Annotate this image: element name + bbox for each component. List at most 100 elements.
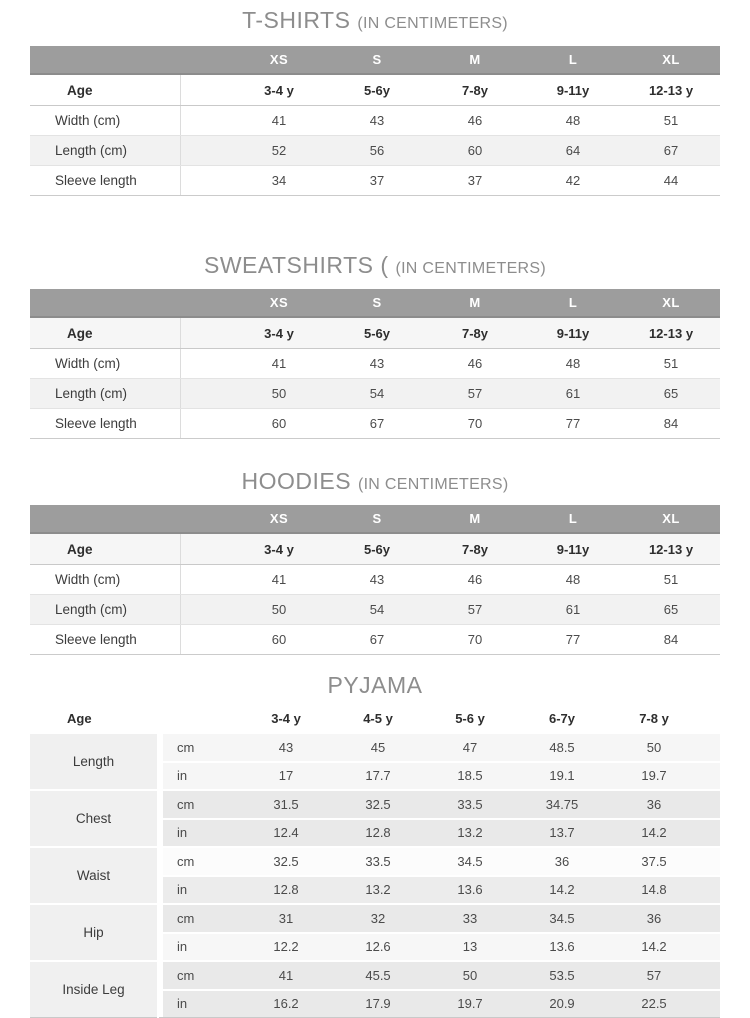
value-cell: 33 [424,903,517,933]
header-empty-cell [30,289,230,318]
pyjama-insideleg-cm-row: Inside Leg cm 41 45.5 50 53.5 57 [30,960,721,1018]
value-cell: 20.9 [516,988,609,1018]
tshirts-width-row: Width (cm) 41 43 46 48 51 [30,105,720,136]
value-cell: 51 [622,564,720,595]
age-value-cell: 12-13 y [622,533,720,565]
value-cell: 50 [608,732,701,762]
value-cell: 70 [426,624,524,655]
value-cell: 12.8 [240,874,333,904]
value-cell: 19.7 [608,760,701,790]
value-cell: 67 [328,624,426,655]
value-cell: 34 [230,165,328,196]
measure-row-label: Length (cm) [30,594,181,625]
value-cell: 32 [332,903,425,933]
sweatshirts-age-row: Age 3-4 y 5-6y 7-8y 9-11y 12-13 y [30,317,720,349]
measure-row-label: Width (cm) [30,564,181,595]
value-cell: 48 [524,564,622,595]
size-header-cell: XS [230,46,328,75]
value-cell: 41 [230,105,328,136]
pyjama-length-cm-row: Length cm 43 45 47 48.5 50 [30,732,721,790]
value-cell: 56 [328,135,426,166]
age-row-label: Age [30,317,181,349]
measure-row-label: Width (cm) [30,348,181,379]
value-cell: 14.2 [516,874,609,904]
pyjama-table: Age 3-4 y 4-5 y 5-6 y 6-7y 7-8 y Length … [30,704,721,1018]
value-cell: 54 [328,594,426,625]
value-cell: 64 [524,135,622,166]
value-cell: 77 [524,624,622,655]
size-header-cell: L [524,289,622,318]
value-cell: 14.8 [608,874,701,904]
value-cell: 52 [230,135,328,166]
value-cell: 46 [426,564,524,595]
value-cell: 42 [524,165,622,196]
value-cell: 57 [608,960,701,990]
value-cell: 37.5 [608,846,701,876]
tshirts-title-text: T-SHIRTS [242,7,351,33]
spacer-cell [180,533,230,565]
value-cell: 37 [328,165,426,196]
value-cell: 60 [230,408,328,439]
gap-cell [158,732,163,790]
hoodies-age-row: Age 3-4 y 5-6y 7-8y 9-11y 12-13 y [30,533,720,565]
measure-row-label: Length (cm) [30,378,181,409]
age-value-cell: 3-4 y [271,710,301,726]
unit-label: in [163,931,241,961]
size-chart-page: T-SHIRTS (IN CENTIMETERS) XS S M L XL Ag… [30,0,721,1018]
age-value-cell: 5-6 y [455,710,485,726]
value-cell: 31.5 [240,789,333,819]
unit-label: cm [163,903,241,933]
unit-label: in [163,817,241,847]
value-cell: 36 [608,903,701,933]
hoodies-title-text: HOODIES [241,468,352,494]
tshirts-age-row: Age 3-4 y 5-6y 7-8y 9-11y 12-13 y [30,74,720,106]
unit-label: in [163,988,241,1018]
hoodies-size-header-row: XS S M L XL [30,505,720,534]
hoodies-subtitle-text: (IN CENTIMETERS) [357,476,509,493]
spacer-cell [700,760,721,790]
value-cell: 18.5 [424,760,517,790]
pyjama-length-in-row: in 17 17.7 18.5 19.1 19.7 [30,760,721,790]
tshirts-title: T-SHIRTS (IN CENTIMETERS) [30,6,720,38]
size-header-cell: XS [230,505,328,534]
value-cell: 41 [230,348,328,379]
age-value-cell: 3-4 y [230,74,328,106]
measure-row-label: Sleeve length [30,165,181,196]
value-cell: 57 [426,594,524,625]
pyjama-title: PYJAMA [30,671,720,699]
spacer-cell [700,931,721,961]
value-cell: 12.2 [240,931,333,961]
size-header-cell: S [328,289,426,318]
spacer-cell [180,624,230,655]
sweatshirts-title-text: SWEATSHIRTS ( [203,252,389,278]
age-value-cell: 7-8y [426,74,524,106]
sweatshirts-title: SWEATSHIRTS ( (IN CENTIMETERS) [30,251,720,283]
age-value-cell: 5-6y [328,317,426,349]
group-label: Chest [30,789,159,847]
value-cell: 45 [332,732,425,762]
age-value-cell: 7-8 y [639,710,669,726]
spacer-cell [180,564,230,595]
value-cell: 47 [424,732,517,762]
hoodies-table: XS S M L XL Age 3-4 y 5-6y 7-8y 9-11y 12… [30,505,720,655]
size-header-cell: L [524,46,622,75]
pyjama-chest-in-row: in 12.4 12.8 13.2 13.7 14.2 [30,817,721,847]
unit-label: cm [163,789,241,819]
value-cell: 44 [622,165,720,196]
value-cell: 43 [328,105,426,136]
value-cell: 14.2 [608,931,701,961]
value-cell: 77 [524,408,622,439]
age-value-cell: 6-7y [549,710,576,726]
gap-cell [158,789,163,847]
value-cell: 70 [426,408,524,439]
gap-cell [158,903,163,961]
value-cell: 13.7 [516,817,609,847]
spacer-cell [180,105,230,136]
pyjama-chest-cm-row: Chest cm 31.5 32.5 33.5 34.75 36 [30,789,721,847]
header-empty-cell [30,505,230,534]
value-cell: 34.5 [424,846,517,876]
age-row-label: Age [30,533,181,565]
value-cell: 51 [622,348,720,379]
sweatshirts-size-header-row: XS S M L XL [30,289,720,318]
spacer-cell [180,317,230,349]
